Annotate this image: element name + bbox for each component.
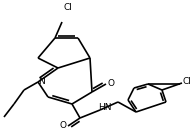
Text: Cl: Cl [64, 4, 73, 13]
Text: O: O [60, 121, 66, 131]
Text: HN: HN [98, 103, 112, 112]
Text: Cl: Cl [182, 77, 191, 86]
Text: N: N [39, 77, 45, 86]
Text: O: O [107, 79, 114, 88]
